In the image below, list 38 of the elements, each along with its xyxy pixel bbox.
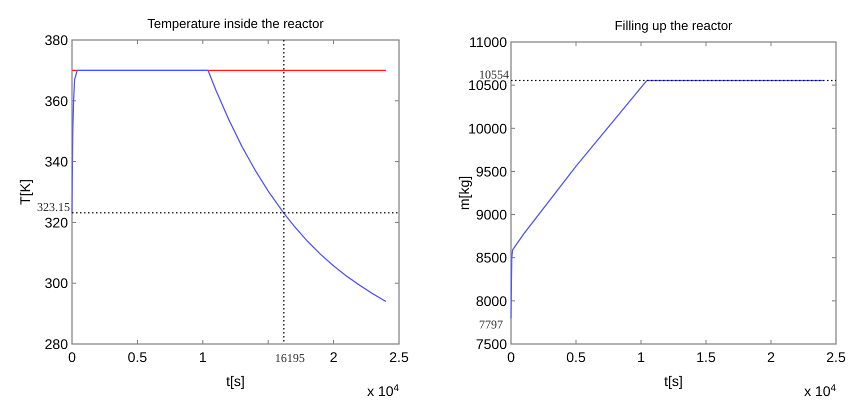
annotation: 7797 [479, 317, 503, 332]
line-series [71, 70, 387, 302]
ref-line-label: 323.15 [37, 200, 70, 214]
y-tick-label: 380 [44, 32, 68, 48]
y-tick-label: 7500 [476, 336, 508, 352]
x-tick-label: 2.5 [389, 349, 409, 365]
y-tick-label: 300 [44, 275, 68, 292]
y-tick-label: 8000 [476, 292, 508, 309]
y-tick-label: 280 [44, 336, 68, 352]
text: x 10$^{4}$ [367, 382, 400, 399]
x-tick-label: 1 [198, 349, 207, 365]
x-axis-title: t[s] [226, 373, 245, 389]
y-tick-label: 360 [44, 92, 68, 109]
text: x 10$^{4}$ [804, 382, 837, 399]
x-tick-label: 0 [68, 349, 76, 365]
annotation: 16195 [274, 351, 305, 365]
y-tick-label: 10000 [468, 120, 508, 136]
y-axis-title: T[K] [17, 179, 33, 205]
y-axis-title: m[kg] [456, 176, 472, 210]
y-tick-label: 320 [44, 214, 68, 230]
x-tick-label: 2 [767, 349, 776, 365]
x-tick-label: 2 [330, 349, 338, 365]
y-tick-label: 9500 [476, 163, 508, 180]
x-tick-label: 0 [507, 349, 516, 365]
line-series [510, 80, 824, 320]
x-axis-title: t[s] [664, 373, 683, 389]
chart-title: Temperature inside the reactor [147, 16, 324, 31]
x-tick-label: 0.5 [566, 349, 586, 365]
y-tick-label: 340 [44, 154, 68, 170]
x-tick-label: 0.5 [128, 349, 148, 365]
chart-title: Filling up the reactor [614, 18, 734, 33]
x-tick-label: 1.5 [696, 349, 716, 365]
y-tick-label: 9000 [476, 206, 508, 223]
x-tick-label: 1 [637, 349, 646, 365]
ref-line-label: 10554 [479, 67, 509, 82]
x-tick-label: 2.5 [826, 349, 846, 365]
y-tick-label: 11000 [469, 34, 508, 50]
y-tick-label: 8500 [476, 250, 508, 266]
